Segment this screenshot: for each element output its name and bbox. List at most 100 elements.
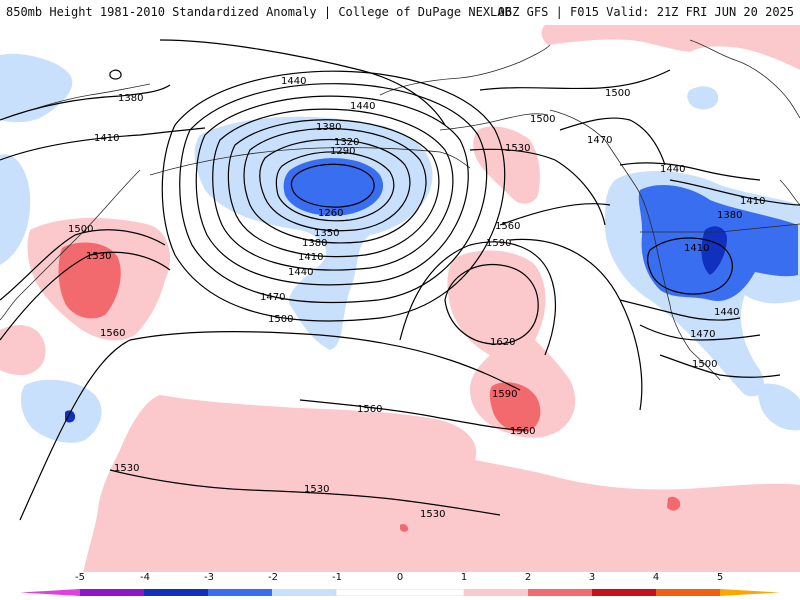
contour-nw-small <box>109 69 122 80</box>
contour-label: 1530 <box>304 484 329 495</box>
colorbar-tick: -1 <box>332 572 342 583</box>
contour-1530-s <box>109 469 501 516</box>
contour-label: 1470 <box>690 329 715 340</box>
coast-hudson <box>689 39 800 119</box>
anomaly-red-kamchatka <box>58 242 121 319</box>
contour-label: 1440 <box>660 164 685 175</box>
contour-label: 1590 <box>492 389 517 400</box>
contour-1410-w <box>0 127 206 161</box>
colorbar-tick: 3 <box>588 572 596 583</box>
contour-label: 1320 <box>334 137 359 148</box>
colorbar-tick: -4 <box>140 572 150 583</box>
anomaly-light-pink-north-canada <box>541 25 800 70</box>
contour-label: 1560 <box>510 426 535 437</box>
anomaly-light-blue-hudson <box>687 86 719 110</box>
colorbar-seg-minus1 <box>272 589 336 596</box>
contour-label: 1500 <box>68 224 93 235</box>
contour-1470-ne <box>559 117 666 166</box>
contour-1530-mid <box>469 148 606 226</box>
map-title: 850mb Height 1981-2010 Standardized Anom… <box>6 5 512 19</box>
contour-1440-ne <box>619 162 761 181</box>
contour-label: 1290 <box>330 146 355 157</box>
contour-us-low <box>646 237 733 295</box>
contour-1470 <box>179 83 488 304</box>
colorbar-seg-plus3 <box>592 589 656 596</box>
contour-label: 1500 <box>605 88 630 99</box>
contour-label: 1440 <box>714 307 739 318</box>
contour-label: 1470 <box>260 292 285 303</box>
colorbar-seg-minus4 <box>80 589 144 596</box>
contour-label: 1380 <box>717 210 742 221</box>
contour-label: 1380 <box>316 122 341 133</box>
colorbar-tick: -5 <box>75 572 85 583</box>
contour-1290 <box>275 151 395 222</box>
contour-label: 1500 <box>530 114 555 125</box>
contour-label: 1590 <box>486 238 511 249</box>
coast-alaska <box>379 44 551 96</box>
anomaly-red-dot-south <box>667 496 681 511</box>
anomaly-light-pink-far-sw <box>0 325 46 376</box>
contour-1560-s <box>299 399 526 431</box>
border-us-canada <box>640 223 800 233</box>
contour-label: 1470 <box>587 135 612 146</box>
contour-label: 1530 <box>114 463 139 474</box>
colorbar-tick: 2 <box>524 572 532 583</box>
contour-label: 1500 <box>692 359 717 370</box>
colorbar-seg-plus4 <box>656 589 720 596</box>
anomaly-light-pink-south-band <box>80 395 800 588</box>
colorbar-arrow-right <box>720 589 780 596</box>
contour-label: 1560 <box>495 221 520 232</box>
colorbar-seg-zero <box>335 589 465 596</box>
contour-label: 1440 <box>288 267 313 278</box>
colorbar-tick: 0 <box>396 572 404 583</box>
contour-label: 1410 <box>94 133 119 144</box>
contour-label: 1350 <box>314 228 339 239</box>
anomaly-map: 1380 1410 1440 1440 1380 1320 1290 1260 … <box>0 22 800 588</box>
contour-label: 1530 <box>505 143 530 154</box>
coast-canada-west <box>549 109 721 381</box>
anomaly-red-dot-south2 <box>400 523 409 532</box>
contour-label: 1530 <box>86 251 111 262</box>
positive-anomaly-fill <box>0 25 800 588</box>
anomaly-red-central-pacific <box>489 382 541 433</box>
colorbar-arrow-left <box>20 589 80 596</box>
contour-1590-mid <box>399 241 557 356</box>
contour-1470-us <box>639 324 761 341</box>
contour-label: 1380 <box>302 238 327 249</box>
height-contours <box>0 39 800 521</box>
contour-1500-ak <box>479 69 671 91</box>
contour-1530-w <box>0 251 171 341</box>
contour-label: 1380 <box>118 93 143 104</box>
contour-1380-nw <box>0 84 171 121</box>
contour-1620 <box>444 263 539 345</box>
contour-1500-w <box>0 229 166 301</box>
negative-anomaly-fill <box>0 53 800 443</box>
anomaly-light-blue-nw <box>0 53 73 123</box>
contour-label: 1560 <box>357 404 382 415</box>
colorbar-tick: -3 <box>204 572 214 583</box>
colorbar-seg-minus3 <box>144 589 208 596</box>
anomaly-dark-blue-pacific-dot <box>65 410 76 423</box>
contour-1260 <box>290 163 375 208</box>
coastlines <box>0 39 800 381</box>
contour-1590-e <box>509 238 643 411</box>
contour-1410-ne <box>669 179 800 206</box>
map-header: 850mb Height 1981-2010 Standardized Anom… <box>0 0 800 22</box>
contour-1500-us <box>659 354 781 378</box>
colorbar-strip <box>20 589 780 596</box>
anomaly-light-blue-pacific-sw <box>20 379 102 443</box>
anomaly-medium-blue-low <box>283 158 384 216</box>
contour-label: 1410 <box>740 196 765 207</box>
anomaly-light-blue-se-us <box>758 383 800 431</box>
coast-aleutians <box>149 147 471 176</box>
contour-label: 1560 <box>100 328 125 339</box>
anomaly-light-pink-central-pacific <box>447 250 576 438</box>
contour-label: 1620 <box>490 337 515 348</box>
coast-east <box>779 179 800 206</box>
colorbar-seg-minus2 <box>208 589 272 596</box>
contour-label: 1530 <box>420 509 445 520</box>
contour-label: 1500 <box>268 314 293 325</box>
anomaly-colorbar: -5 -4 -3 -2 -1 0 1 2 3 4 5 <box>0 572 800 600</box>
contour-label: 1260 <box>318 208 343 219</box>
model-valid-time: 06Z GFS | F015 Valid: 21Z FRI JUN 20 202… <box>497 5 794 19</box>
